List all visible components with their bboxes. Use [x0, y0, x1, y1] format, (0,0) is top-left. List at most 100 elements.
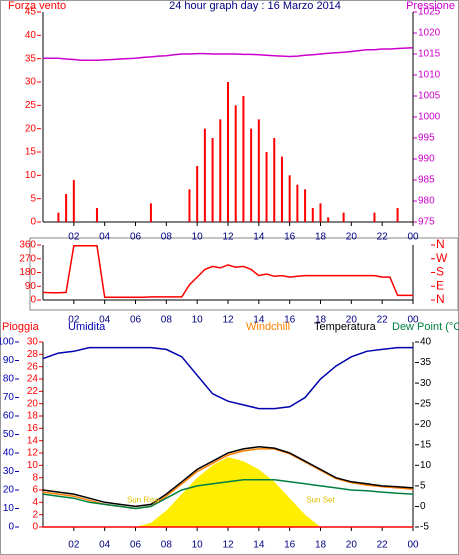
y-tick-label: 0 [30, 217, 36, 228]
x-tick-label: 20 [346, 315, 358, 326]
legend-label: Pressione [406, 0, 455, 12]
x-tick-label: 06 [130, 315, 142, 326]
y3-tick-label: 16 [27, 423, 39, 434]
y-tick-label: 270 [19, 253, 36, 264]
y2-tick-label: W [436, 251, 448, 265]
y-tick-label: 30 [25, 77, 37, 88]
y3-tick-label: 8 [32, 472, 38, 483]
y2-tick-label: S [436, 265, 444, 279]
y-tick-label: 70 [3, 392, 15, 403]
y2-tick-label: 1000 [418, 112, 441, 123]
panel-frame [29, 237, 459, 311]
annotation: Sun Rise [127, 495, 160, 504]
y-tick-label: 30 [3, 466, 15, 477]
y2-tick-label: 985 [418, 175, 435, 186]
x-tick-label: 18 [315, 232, 327, 243]
x-tick-label: 12 [222, 315, 234, 326]
y2-tick-label: 1025 [418, 7, 441, 18]
x-tick-label: 02 [68, 315, 80, 326]
line [42, 245, 413, 299]
y3-tick-label: 2 [32, 509, 38, 520]
x-tick-label: 02 [68, 232, 80, 243]
y-tick-label: 90 [25, 281, 37, 292]
y2-tick-label: 20 [420, 419, 432, 430]
y3-tick-label: 20 [27, 398, 39, 409]
y-tick-label: 20 [25, 123, 37, 134]
y2-tick-label: 1020 [418, 28, 441, 39]
y-tick-label: 0 [8, 522, 14, 533]
y3-tick-label: 0 [32, 522, 38, 533]
line [42, 446, 414, 508]
y-tick-label: 50 [3, 429, 15, 440]
legend-label: Windchill [246, 321, 290, 333]
x-tick-label: 20 [346, 540, 358, 551]
y3-tick-label: 26 [27, 361, 39, 372]
x-tick-label: 06 [130, 232, 142, 243]
x-tick-label: 22 [377, 540, 389, 551]
x-tick-label: 20 [346, 232, 358, 243]
y2-tick-label: 40 [420, 337, 432, 348]
legend-label: Umidita [68, 321, 106, 333]
y-tick-label: 25 [25, 100, 37, 111]
line [42, 478, 414, 510]
y3-tick-label: 4 [32, 497, 38, 508]
y-tick-label: 15 [25, 147, 37, 158]
x-tick-label: 00 [407, 540, 419, 551]
y-tick-label: 60 [3, 411, 15, 422]
y3-tick-label: 10 [27, 460, 39, 471]
x-tick-label: 16 [284, 232, 296, 243]
y3-tick-label: 28 [27, 349, 39, 360]
legend-label: Dew Point (°C [392, 321, 459, 333]
y-tick-label: 90 [3, 355, 15, 366]
x-tick-label: 10 [192, 540, 204, 551]
x-tick-label: 14 [253, 232, 265, 243]
legend-label: Forza vento [8, 0, 66, 12]
area [43, 457, 413, 527]
y3-tick-label: 22 [27, 386, 39, 397]
x-tick-label: 22 [377, 232, 389, 243]
x-tick-label: 12 [222, 232, 234, 243]
y2-tick-label: N [436, 292, 445, 306]
y2-tick-label: 10 [420, 460, 432, 471]
y2-tick-label: 1010 [418, 70, 441, 81]
legend-label: Temperatura [314, 321, 377, 333]
y-tick-label: 0 [30, 295, 36, 306]
y2-tick-label: 0 [420, 501, 426, 512]
legend-label: Pioggia [2, 321, 40, 333]
x-tick-label: 14 [253, 315, 265, 326]
x-tick-label: 04 [99, 540, 111, 551]
y3-tick-label: 18 [27, 411, 39, 422]
x-tick-label: 22 [377, 315, 389, 326]
x-tick-label: 14 [253, 540, 265, 551]
x-tick-label: 16 [284, 315, 296, 326]
y2-tick-label: 980 [418, 196, 435, 207]
y-tick-label: 5 [30, 193, 36, 204]
y3-tick-label: 14 [27, 435, 39, 446]
y2-tick-label: 1015 [418, 49, 441, 60]
x-tick-label: 00 [407, 315, 419, 326]
x-tick-label: 04 [99, 232, 111, 243]
y3-tick-label: 6 [32, 485, 38, 496]
y2-tick-label: E [436, 278, 444, 292]
y-tick-label: 20 [3, 485, 15, 496]
y2-tick-label: N [436, 237, 445, 251]
y-tick-label: 10 [25, 170, 37, 181]
y-tick-label: 10 [3, 503, 15, 514]
x-tick-label: 18 [315, 540, 327, 551]
x-tick-label: 16 [284, 540, 296, 551]
y2-tick-label: 30 [420, 378, 432, 389]
y2-tick-label: 35 [420, 357, 432, 368]
x-tick-label: 00 [407, 232, 419, 243]
x-tick-label: 10 [192, 232, 204, 243]
x-tick-label: 12 [222, 540, 234, 551]
y-tick-label: 80 [3, 374, 15, 385]
y-tick-label: 35 [25, 53, 37, 64]
chart-title: 24 hour graph day : 16 Marzo 2014 [169, 0, 341, 12]
y2-tick-label: 975 [418, 217, 435, 228]
y2-tick-label: 5 [420, 481, 426, 492]
line [43, 46, 414, 62]
y-tick-label: 40 [25, 30, 37, 41]
y2-tick-label: 995 [418, 133, 435, 144]
annotation: Sun Set [306, 495, 335, 504]
